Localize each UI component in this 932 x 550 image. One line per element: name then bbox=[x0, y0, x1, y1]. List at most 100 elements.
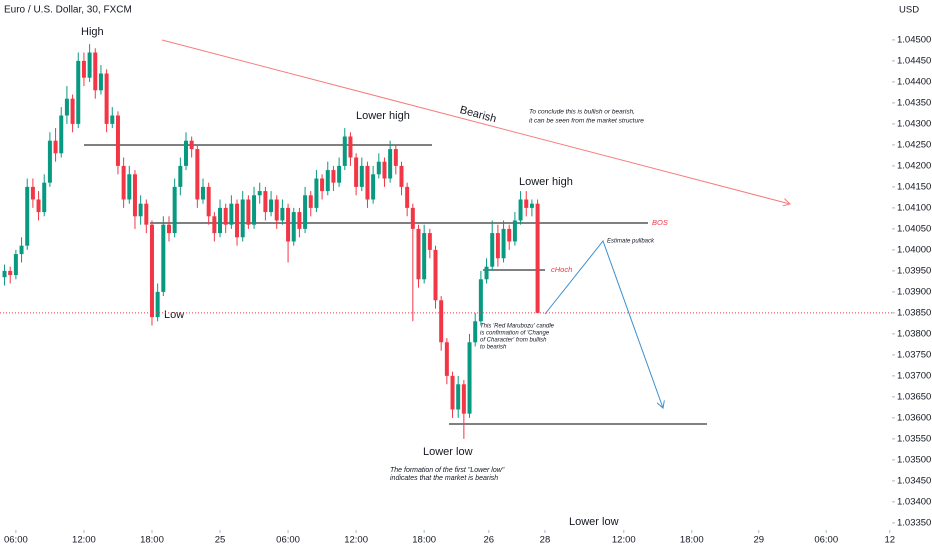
candle-body bbox=[201, 186, 206, 200]
candle-body bbox=[218, 207, 223, 234]
candle-body bbox=[110, 115, 115, 124]
annotation: The formation of the first "Lower low" bbox=[390, 467, 505, 474]
candle-body bbox=[212, 216, 217, 234]
candle-body bbox=[155, 291, 160, 318]
chart-title: Euro / U.S. Dollar, 30, FXCM bbox=[4, 5, 132, 16]
y-tick-label: 1.03600 bbox=[897, 412, 931, 423]
candle-body bbox=[280, 207, 285, 221]
annotation: Estimate pullback bbox=[607, 239, 655, 245]
candle-body bbox=[467, 342, 472, 414]
annotation: to bearish bbox=[480, 345, 507, 351]
candle-body bbox=[320, 178, 325, 192]
candle-body bbox=[291, 212, 296, 242]
y-tick-label: 1.03450 bbox=[897, 475, 931, 486]
candle-body bbox=[25, 186, 30, 246]
currency: USD bbox=[899, 5, 919, 16]
y-tick-label: 1.03500 bbox=[897, 454, 931, 465]
candle-body bbox=[303, 195, 308, 229]
x-tick-label: 25 bbox=[215, 535, 226, 546]
candle-body bbox=[189, 140, 194, 150]
y-tick-label: 1.04450 bbox=[897, 55, 931, 66]
candle-body bbox=[416, 228, 421, 280]
candle-body bbox=[53, 140, 58, 154]
candle-body bbox=[183, 140, 188, 166]
candle-body bbox=[422, 233, 427, 280]
candle-body bbox=[297, 212, 302, 229]
candle-body bbox=[376, 161, 381, 175]
candle-body bbox=[81, 60, 86, 78]
candle-body bbox=[178, 165, 183, 187]
candle-body bbox=[132, 174, 137, 217]
candle-body bbox=[19, 245, 24, 255]
annotation: of Character' from bullish bbox=[480, 338, 547, 344]
candle-body bbox=[161, 224, 166, 292]
annotation: Lower low bbox=[423, 446, 473, 458]
x-tick-label: 06:00 bbox=[4, 535, 28, 546]
y-tick-label: 1.04150 bbox=[897, 181, 931, 192]
x-tick-label: 18:00 bbox=[680, 535, 704, 546]
candle-body bbox=[36, 199, 41, 213]
candle-body bbox=[478, 279, 483, 322]
annotation: is confirmation of 'Change bbox=[480, 331, 550, 337]
candle-body bbox=[269, 199, 274, 213]
x-tick-label: 06:00 bbox=[276, 535, 300, 546]
candle-body bbox=[229, 203, 234, 225]
y-tick-label: 1.03750 bbox=[897, 349, 931, 360]
candle-body bbox=[371, 174, 376, 200]
x-tick-label: 28 bbox=[540, 535, 551, 546]
y-tick-label: 1.03550 bbox=[897, 433, 931, 444]
x-tick-label: 12:00 bbox=[344, 535, 368, 546]
candle-body bbox=[59, 115, 64, 154]
y-tick-label: 1.04350 bbox=[897, 97, 931, 108]
candle-body bbox=[257, 191, 262, 196]
y-tick-label: 1.03700 bbox=[897, 370, 931, 381]
candle-body bbox=[286, 207, 291, 242]
candle-body bbox=[42, 182, 47, 213]
candle-body bbox=[64, 98, 69, 116]
pullback-projection bbox=[544, 239, 663, 408]
annotation: cHoch bbox=[551, 265, 572, 274]
candle-body bbox=[166, 224, 171, 234]
y-tick-label: 1.04050 bbox=[897, 223, 931, 234]
x-tick-label: 12:00 bbox=[72, 535, 96, 546]
candle-body bbox=[223, 207, 228, 225]
candle-body bbox=[138, 203, 143, 217]
candle-body bbox=[518, 199, 523, 221]
y-tick-label: 1.04400 bbox=[897, 76, 931, 87]
candle-body bbox=[87, 52, 92, 78]
y-tick-label: 1.03900 bbox=[897, 286, 931, 297]
candle-body bbox=[342, 136, 347, 166]
candle-body bbox=[325, 170, 330, 192]
drawings bbox=[84, 39, 790, 425]
annotation: it can be seen from the market structure bbox=[529, 118, 644, 125]
candle-body bbox=[501, 228, 506, 259]
candle-body bbox=[388, 149, 393, 179]
candle-body bbox=[76, 60, 81, 124]
y-tick-label: 1.03400 bbox=[897, 496, 931, 507]
x-tick-label: 18:00 bbox=[140, 535, 164, 546]
candle-body bbox=[410, 207, 415, 229]
candle-body bbox=[30, 186, 35, 200]
x-tick-label: 12 bbox=[884, 535, 895, 546]
candle-body bbox=[331, 170, 336, 183]
y-tick-label: 1.03350 bbox=[897, 517, 931, 528]
candle-body bbox=[495, 233, 500, 259]
candle-body bbox=[127, 174, 132, 200]
candle-body bbox=[427, 233, 432, 250]
candle-body bbox=[337, 165, 342, 183]
candle-body bbox=[263, 191, 268, 213]
candle-body bbox=[98, 73, 103, 91]
candle-body bbox=[507, 228, 512, 242]
x-tick-label: 18:00 bbox=[412, 535, 436, 546]
candle-body bbox=[274, 199, 279, 221]
y-tick-label: 1.04250 bbox=[897, 139, 931, 150]
y-tick-label: 1.03850 bbox=[897, 307, 931, 318]
candle-body bbox=[399, 165, 404, 187]
candle-body bbox=[535, 203, 540, 313]
y-tick-label: 1.03800 bbox=[897, 328, 931, 339]
candle-body bbox=[235, 203, 240, 238]
annotation: Lower low bbox=[569, 516, 619, 528]
candle-body bbox=[348, 136, 353, 158]
candle-body bbox=[484, 266, 489, 280]
